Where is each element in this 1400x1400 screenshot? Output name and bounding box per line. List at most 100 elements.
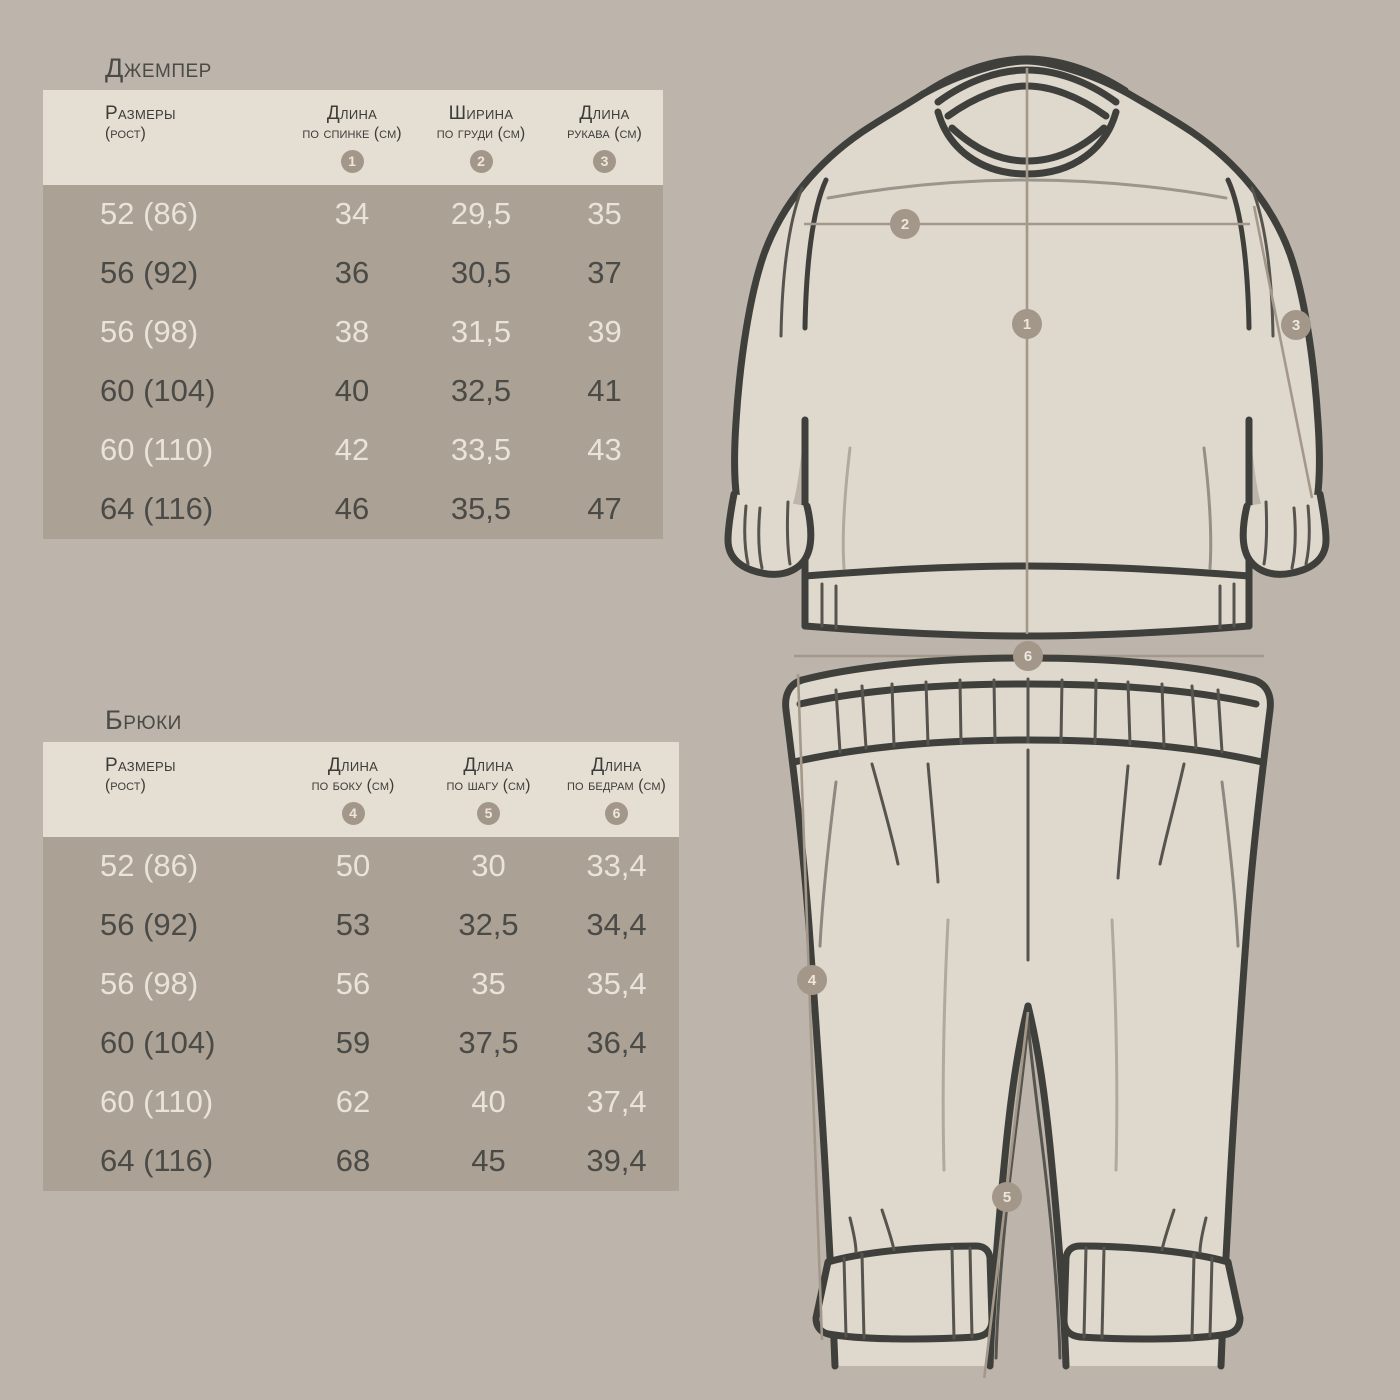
pants-table-title: Брюки <box>105 705 182 735</box>
cell-inseam-length: 40 <box>471 1084 506 1120</box>
cell-size: 60 (104) <box>100 373 216 409</box>
table-row: 64 (116) 46 35,5 47 <box>43 480 663 539</box>
svg-text:4: 4 <box>808 972 817 989</box>
table-row: 60 (110) 42 33,5 43 <box>43 421 663 480</box>
cell-hip-length: 36,4 <box>586 1025 647 1061</box>
cell-sleeve-length: 39 <box>587 314 622 350</box>
cell-back-length: 40 <box>334 373 370 409</box>
cell-chest-width: 30,5 <box>450 255 512 291</box>
cell-chest-width: 35,5 <box>450 491 512 527</box>
cell-size: 60 (104) <box>100 1025 216 1061</box>
cell-inseam-length: 45 <box>471 1143 506 1179</box>
cell-back-length: 36 <box>334 255 370 291</box>
pants-table-body: 52 (86) 50 30 33,4 56 (92) 53 32,5 34,4 … <box>43 836 679 1191</box>
marker-badge-5: 5 <box>477 801 500 825</box>
column-header-line1: Размеры <box>105 755 176 776</box>
column-header-line2: по груди (см) <box>436 124 526 142</box>
marker-badge-4: 4 <box>341 801 365 825</box>
column-header-line1: Ширина <box>448 103 514 124</box>
cell-size: 64 (116) <box>100 491 214 527</box>
pants-table-header: Размеры (рост) Длина по боку (см) 4 Длин… <box>43 742 679 837</box>
cell-sleeve-length: 43 <box>587 432 622 468</box>
cell-size: 56 (98) <box>100 966 199 1002</box>
pants-illustration: 6 4 5 <box>782 641 1274 1378</box>
column-header-sizes: Размеры (рост) <box>43 756 283 795</box>
cell-chest-width: 33,5 <box>450 432 512 468</box>
cell-sleeve-length: 37 <box>587 255 622 291</box>
cell-hip-length: 39,4 <box>586 1143 647 1179</box>
cell-inseam-length: 32,5 <box>458 907 519 943</box>
cell-side-length: 68 <box>335 1143 371 1179</box>
cell-inseam-length: 35 <box>471 966 506 1002</box>
jumper-illustration: 1 2 3 <box>724 55 1330 640</box>
cell-size: 60 (110) <box>100 1084 214 1120</box>
column-header-sleeve-length: Длина рукава (см) 3 <box>546 104 663 173</box>
cell-side-length: 53 <box>335 907 371 943</box>
cell-side-length: 62 <box>335 1084 371 1120</box>
table-row: 60 (104) 40 32,5 41 <box>43 362 663 421</box>
marker-badge-3: 3 <box>593 149 616 173</box>
column-header-chest-width: Ширина по груди (см) 2 <box>416 104 546 173</box>
column-header-sizes: Размеры (рост) <box>43 104 288 143</box>
cell-size: 52 (86) <box>100 848 199 884</box>
svg-text:3: 3 <box>1292 317 1300 334</box>
column-header-line1: Длина <box>579 103 630 124</box>
marker-badge-2: 2 <box>469 149 493 173</box>
pants-size-table: Брюки Размеры (рост) Длина по боку (см) … <box>43 707 679 1191</box>
marker-6-pants: 6 <box>1013 641 1043 671</box>
jumper-table-header: Размеры (рост) Длина по спинке (см) 1 Ши… <box>43 90 663 185</box>
column-header-line2: по шагу (см) <box>446 776 531 794</box>
table-row: 52 (86) 50 30 33,4 <box>43 837 679 896</box>
cell-inseam-length: 30 <box>471 848 506 884</box>
table-row: 56 (98) 56 35 35,4 <box>43 955 679 1014</box>
jumper-table-body: 52 (86) 34 29,5 35 56 (92) 36 30,5 37 56… <box>43 184 663 539</box>
cell-hip-length: 35,4 <box>586 966 647 1002</box>
measure-line-4 <box>796 673 824 1341</box>
cell-sleeve-length: 41 <box>587 373 622 409</box>
cell-chest-width: 29,5 <box>450 196 512 232</box>
marker-badge-1: 1 <box>340 149 364 173</box>
marker-4-pants: 4 <box>797 965 827 995</box>
column-header-line1: Длина <box>326 103 378 124</box>
jumper-table-title: Джемпер <box>105 53 212 83</box>
column-header-line2: по боку (см) <box>311 776 395 794</box>
marker-5-pants: 5 <box>992 1182 1022 1212</box>
column-header-line1: Длина <box>327 755 379 776</box>
cell-size: 60 (110) <box>100 432 214 468</box>
cell-back-length: 38 <box>334 314 370 350</box>
column-header-back-length: Длина по спинке (см) 1 <box>288 104 416 173</box>
table-row: 56 (98) 38 31,5 39 <box>43 303 663 362</box>
table-row: 52 (86) 34 29,5 35 <box>43 185 663 244</box>
cell-chest-width: 31,5 <box>450 314 512 350</box>
marker-badge-6: 6 <box>605 801 628 825</box>
cell-size: 56 (92) <box>100 255 199 291</box>
column-header-line1: Размеры <box>105 103 176 124</box>
column-header-line2: (рост) <box>105 124 146 142</box>
column-header-line2: по бедрам (см) <box>567 776 666 794</box>
table-row: 56 (92) 36 30,5 37 <box>43 244 663 303</box>
column-header-hip-length: Длина по бедрам (см) 6 <box>554 756 679 825</box>
table-row: 64 (116) 68 45 39,4 <box>43 1132 679 1191</box>
cell-sleeve-length: 47 <box>587 491 622 527</box>
measure-line-3 <box>1252 205 1314 499</box>
garment-illustrations: .fill { fill:#dfd8cc; } .ink { fill:none… <box>676 28 1376 1378</box>
cell-side-length: 59 <box>335 1025 371 1061</box>
marker-3-jumper: 3 <box>1281 310 1311 340</box>
cell-side-length: 56 <box>335 966 371 1002</box>
svg-text:5: 5 <box>1003 1189 1011 1206</box>
marker-1-jumper: 1 <box>1012 309 1042 339</box>
svg-text:6: 6 <box>1024 648 1032 665</box>
table-row: 60 (104) 59 37,5 36,4 <box>43 1014 679 1073</box>
column-header-line1: Длина <box>463 755 514 776</box>
cell-inseam-length: 37,5 <box>458 1025 519 1061</box>
column-header-line2: по спинке (см) <box>302 124 402 142</box>
cell-hip-length: 33,4 <box>586 848 647 884</box>
table-row: 60 (110) 62 40 37,4 <box>43 1073 679 1132</box>
cell-size: 64 (116) <box>100 1143 214 1179</box>
table-row: 56 (92) 53 32,5 34,4 <box>43 896 679 955</box>
cell-size: 56 (92) <box>100 907 199 943</box>
cell-side-length: 50 <box>335 848 371 884</box>
cell-back-length: 46 <box>334 491 370 527</box>
column-header-inseam-length: Длина по шагу (см) 5 <box>423 756 554 825</box>
